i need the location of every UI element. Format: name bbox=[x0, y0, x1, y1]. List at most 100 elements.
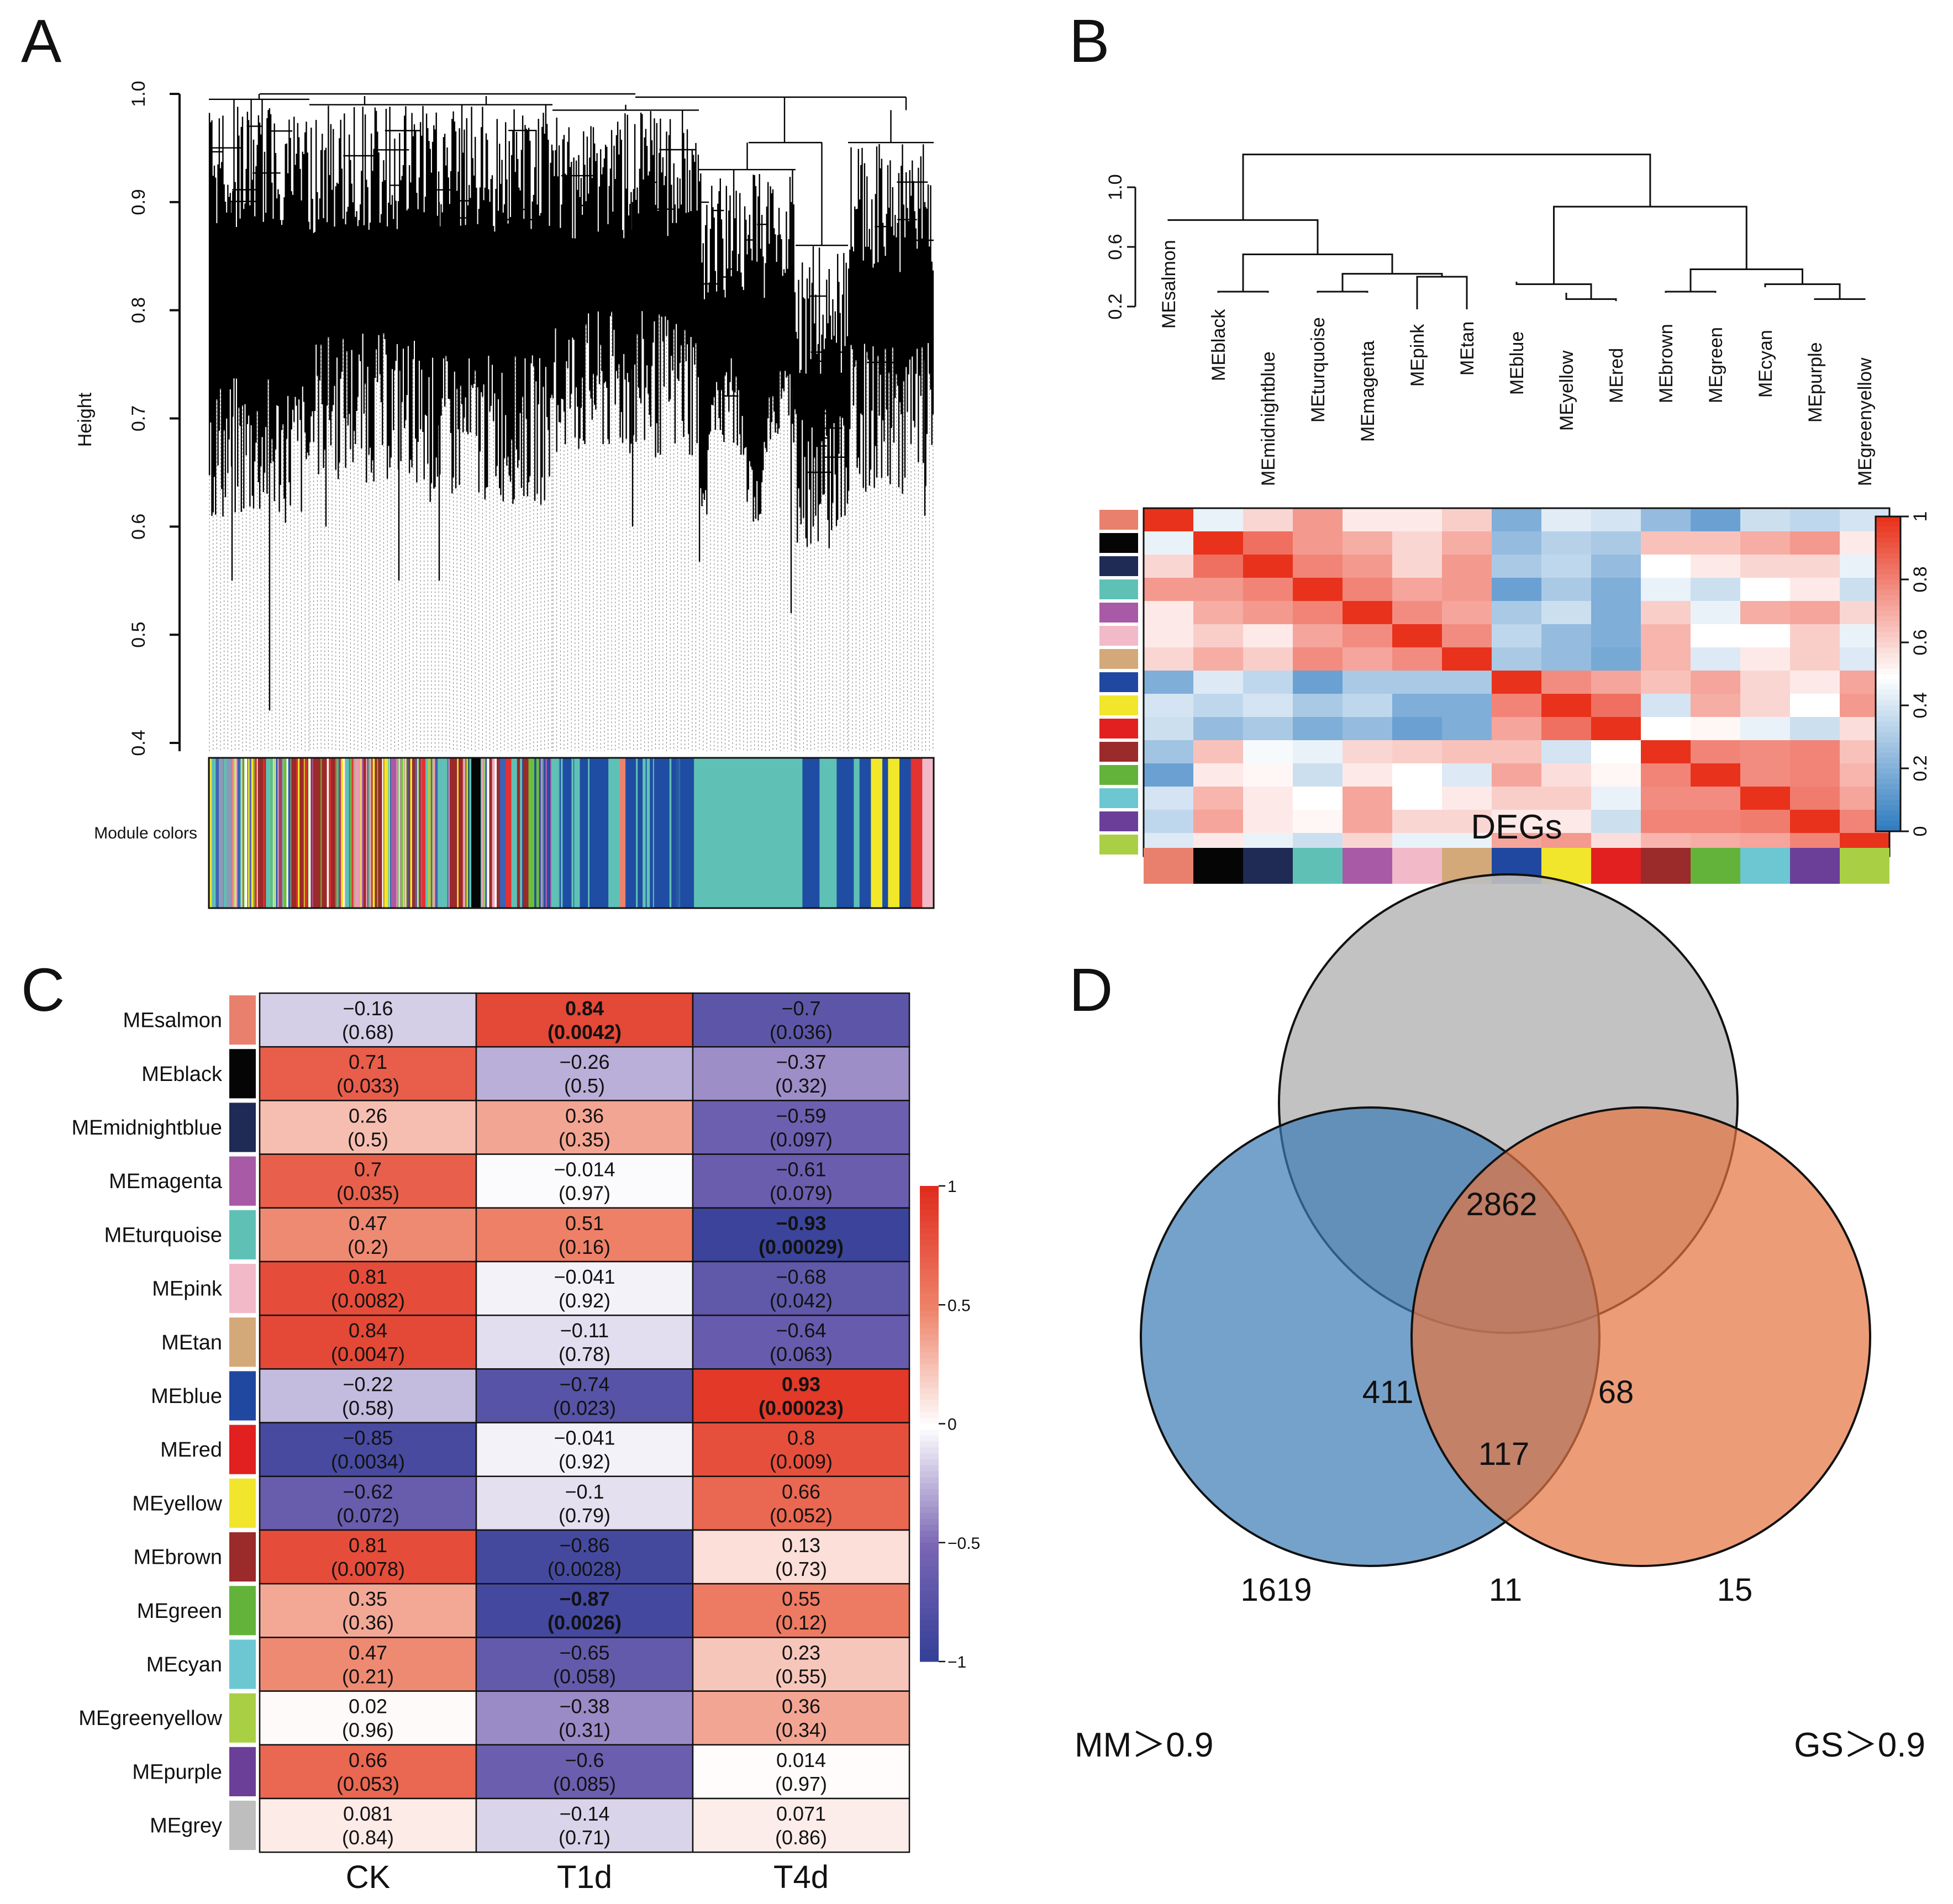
panel-c-colorbar-step bbox=[920, 1293, 939, 1300]
panel-b-module-label-meblack: MEblack bbox=[1208, 309, 1229, 381]
module-color-stripe bbox=[560, 758, 562, 908]
panel-b-colorbar-step bbox=[1876, 821, 1901, 827]
module-color-stripe bbox=[389, 758, 392, 908]
panel-c-cell-pvalue: (0.042) bbox=[770, 1289, 833, 1312]
panel-b-row-color-mebrown bbox=[1099, 742, 1138, 762]
panel-c-cell bbox=[475, 1637, 694, 1692]
module-color-stripe bbox=[539, 758, 541, 908]
panel-b-heatmap-cell bbox=[1144, 740, 1194, 764]
panel-b-heatmap-cell bbox=[1790, 555, 1840, 578]
panel-b-colorbar-step bbox=[1876, 663, 1901, 669]
panel-c-row-label-memagenta: MEmagenta bbox=[109, 1170, 223, 1193]
module-color-segment bbox=[351, 758, 364, 908]
panel-b-colorbar-step bbox=[1876, 747, 1901, 753]
panel-c-cell-correlation: 0.47 bbox=[349, 1641, 387, 1664]
panel-b-heatmap-cell bbox=[1293, 763, 1343, 787]
panel-c-cell bbox=[259, 1529, 477, 1585]
module-color-bar-frame bbox=[208, 757, 935, 909]
panel-b-heatmap-cell bbox=[1343, 740, 1393, 764]
panel-b-colorbar-step bbox=[1876, 726, 1901, 732]
panel-c-colorbar-step bbox=[920, 1227, 939, 1234]
panel-c-colorbar-step bbox=[920, 1400, 939, 1406]
module-color-stripe bbox=[211, 758, 213, 908]
panel-c-cell bbox=[692, 1368, 910, 1423]
panel-b-heatmap-cell bbox=[1740, 531, 1791, 555]
panel-c-cell-pvalue: (0.5) bbox=[348, 1128, 388, 1151]
panel-c-colorbar-step bbox=[920, 1465, 939, 1472]
module-color-stripe bbox=[245, 758, 248, 908]
panel-c-colorbar-step bbox=[920, 1364, 939, 1371]
panel-b-heatmap-cell bbox=[1492, 763, 1542, 787]
panel-c-colorbar-step bbox=[920, 1417, 939, 1425]
panel-c-cell-pvalue: (0.96) bbox=[342, 1719, 394, 1742]
panel-c-colorbar-step bbox=[920, 1210, 939, 1216]
panel-c-colorbar-step bbox=[920, 1608, 939, 1615]
panel-b-heatmap-cell bbox=[1144, 694, 1194, 718]
panel-b-colorbar-step bbox=[1876, 632, 1901, 638]
panel-b-colorbar-step bbox=[1876, 731, 1901, 737]
panel-c-colorbar-step bbox=[920, 1198, 939, 1204]
module-color-segment bbox=[506, 758, 512, 908]
panel-b-colorbar-step bbox=[1876, 537, 1901, 544]
panel-b-colorbar-step bbox=[1876, 689, 1901, 695]
panel-b-colorbar-step bbox=[1876, 527, 1901, 533]
module-color-stripe bbox=[282, 758, 284, 908]
panel-b-heatmap-cell bbox=[1641, 694, 1691, 718]
module-color-stripe bbox=[240, 758, 242, 908]
module-color-stripe bbox=[233, 758, 234, 908]
panel-b-column-color-meblack bbox=[1193, 848, 1243, 884]
module-color-stripe bbox=[312, 758, 313, 908]
panel-c-cell-correlation: 0.84 bbox=[565, 997, 604, 1020]
panel-c-cell bbox=[692, 992, 910, 1048]
module-color-stripe bbox=[276, 758, 278, 908]
venn-count-mm-gs: 11 bbox=[1489, 1572, 1522, 1608]
panel-c-row-color-memidnightblue bbox=[229, 1103, 256, 1152]
panel-b-heatmap-cell bbox=[1392, 531, 1443, 555]
panel-c-cell-pvalue: (0.35) bbox=[559, 1128, 610, 1151]
panel-b-heatmap-cell bbox=[1541, 624, 1592, 648]
panel-b-dendrogram-tick-label: 0.6 bbox=[1105, 234, 1126, 260]
panel-label-c: C bbox=[21, 956, 65, 1024]
module-color-segment bbox=[859, 758, 871, 908]
panel-b-heatmap-cell bbox=[1293, 740, 1343, 764]
module-color-stripe bbox=[410, 758, 412, 908]
panel-b-row-color-megreen bbox=[1099, 765, 1138, 785]
panel-c-colorbar-step bbox=[920, 1441, 939, 1448]
panel-c-cell-correlation: −0.22 bbox=[343, 1373, 393, 1395]
panel-b-heatmap-cell bbox=[1740, 578, 1791, 602]
panel-b-heatmap-cell bbox=[1392, 508, 1443, 532]
panel-c-row-label-mepurple: MEpurple bbox=[132, 1760, 222, 1784]
panel-c-cell bbox=[475, 1529, 694, 1585]
panel-b-heatmap-cell bbox=[1740, 787, 1791, 810]
panel-c-cell bbox=[692, 1046, 910, 1101]
panel-c-cell-correlation: 0.02 bbox=[349, 1695, 387, 1718]
panel-b-heatmap-cell bbox=[1641, 555, 1691, 578]
panel-b-row-color-megreenyellow bbox=[1099, 835, 1138, 855]
panel-a-tree bbox=[208, 93, 934, 751]
panel-c-colorbar-step bbox=[920, 1430, 939, 1436]
panel-b-colorbar-tick-label: 0.6 bbox=[1910, 629, 1931, 655]
panel-c-cell-correlation: −0.93 bbox=[776, 1212, 826, 1235]
module-color-stripe bbox=[557, 758, 559, 908]
panel-c-cell-correlation: 0.55 bbox=[782, 1587, 820, 1610]
module-color-stripe bbox=[360, 758, 362, 908]
panel-c-cell-pvalue: (0.097) bbox=[770, 1128, 833, 1151]
panel-b-heatmap-cell bbox=[1790, 763, 1840, 787]
panel-b-heatmap-cell bbox=[1193, 531, 1244, 555]
panel-b-heatmap-cell bbox=[1442, 787, 1492, 810]
panel-b-heatmap-cell bbox=[1591, 578, 1641, 602]
panel-b-heatmap-cell bbox=[1293, 671, 1343, 694]
panel-b-heatmap-cell bbox=[1591, 555, 1641, 578]
panel-b-heatmap-cell bbox=[1492, 810, 1542, 834]
panel-b-row-color-meblue bbox=[1099, 672, 1138, 692]
panel-b-column-color-mesalmon bbox=[1144, 848, 1193, 884]
panel-b-heatmap-cell bbox=[1293, 810, 1343, 834]
panel-b-colorbar-step bbox=[1876, 616, 1901, 622]
panel-c-colorbar-step bbox=[920, 1411, 939, 1418]
panel-c-colorbar-step bbox=[920, 1239, 939, 1246]
panel-c-colorbar-tick-label: 0.5 bbox=[947, 1296, 971, 1315]
panel-b-heatmap-cell bbox=[1193, 601, 1244, 625]
panel-b-heatmap-cell bbox=[1442, 763, 1492, 787]
panel-c-colorbar-tick-label: −0.5 bbox=[947, 1534, 980, 1553]
panel-b-column-color-megreenyellow bbox=[1840, 848, 1889, 884]
